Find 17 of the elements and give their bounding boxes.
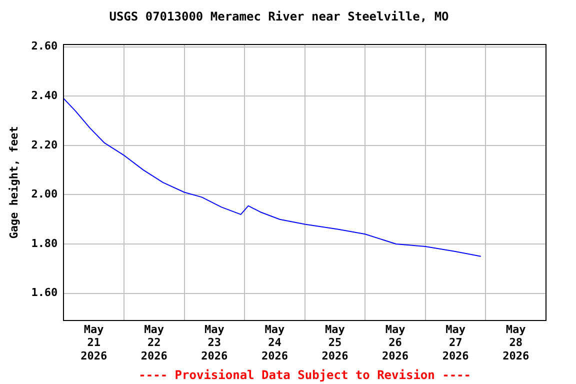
x-tick-label: May 27 2026: [442, 322, 470, 362]
y-tick-label: 2.20: [31, 138, 58, 152]
x-tick-label: May 28 2026: [502, 322, 530, 362]
y-axis-title: Gage height, feet: [7, 126, 20, 239]
x-tick-label: May 26 2026: [382, 322, 409, 362]
y-tick-label: 2.60: [31, 40, 58, 53]
x-tick-label: May 25 2026: [322, 322, 349, 362]
text: ---- Provisional Data Subject to Revision ----: [138, 368, 472, 382]
chart-title: USGS 07013000 Meramec River near Steelville, MO: [109, 9, 449, 24]
x-tick-label: May 21 2026: [80, 322, 108, 362]
x-tick-label: May 23 2026: [201, 322, 228, 362]
y-tick-label: 1.60: [31, 286, 58, 300]
y-tick-label: 2.40: [31, 89, 58, 102]
x-tick-label: May 22 2026: [140, 322, 168, 362]
y-tick-label: 2.00: [31, 188, 58, 201]
x-tick-label: May 24 2026: [261, 322, 288, 362]
y-tick-label: 1.80: [31, 236, 58, 250]
